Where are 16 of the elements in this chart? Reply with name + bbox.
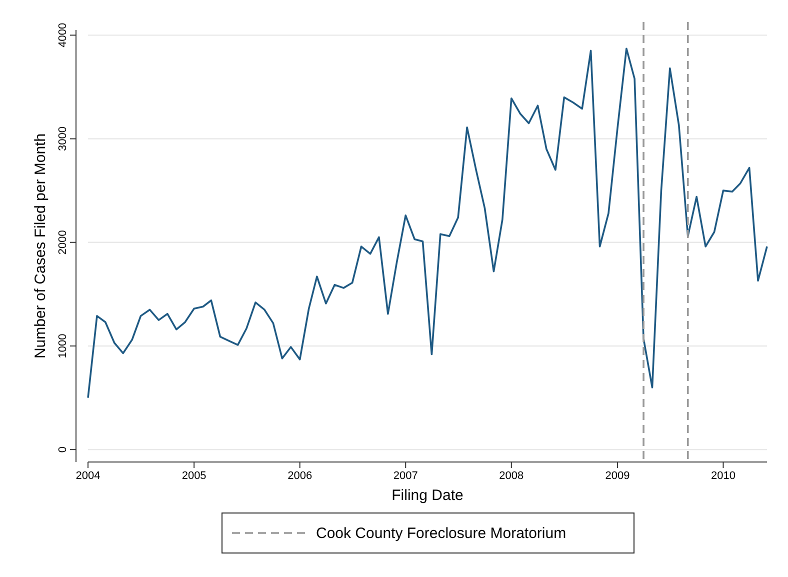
y-tick-label: 0 [57, 446, 69, 453]
x-tick-label: 2009 [605, 470, 630, 482]
x-axis-title: Filing Date [392, 487, 464, 504]
x-tick-label: 2005 [182, 470, 206, 482]
legend-label: Cook County Foreclosure Moratorium [316, 525, 566, 542]
y-tick-label: 3000 [57, 126, 69, 152]
x-tick-label: 2004 [76, 470, 100, 482]
x-tick-label: 2010 [711, 470, 736, 482]
y-tick-label: 4000 [57, 22, 69, 48]
x-tick-label: 2007 [393, 470, 418, 482]
line-series [87, 48, 768, 399]
y-tick-label: 1000 [57, 334, 69, 358]
x-tick-label: 2006 [288, 470, 312, 482]
y-axis-title: Number of Cases Filed per Month [32, 133, 49, 359]
x-tick-label: 2008 [499, 470, 524, 482]
y-tick-label: 2000 [57, 230, 69, 255]
